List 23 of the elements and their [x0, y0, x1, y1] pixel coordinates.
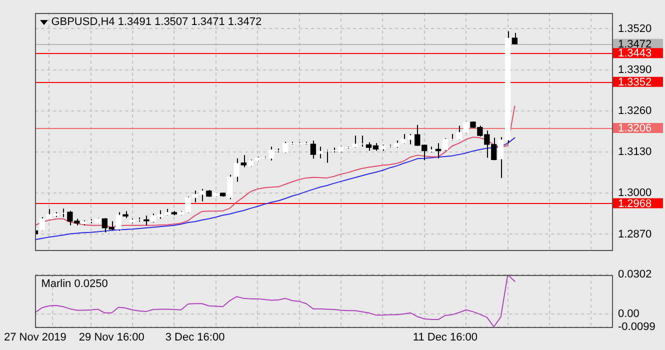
ref-line-label: 1.3472 — [618, 38, 652, 50]
y-tick-label: 1.3390 — [618, 64, 652, 76]
y-tick-label: 0.0302 — [618, 268, 652, 281]
x-tick-label: 29 Nov 16:00 — [78, 331, 144, 344]
x-tick-label: 11 Dec 16:00 — [412, 331, 478, 344]
x-tick-label: 27 Nov 2019 — [4, 331, 66, 344]
y-tick-label: 0.00 — [618, 308, 640, 320]
y-tick-label: 1.3520 — [618, 22, 652, 35]
ref-line-label: 1.3352 — [618, 76, 652, 88]
chart-title: Marlin 0.0250 — [41, 278, 108, 290]
chart-title: GBPUSD,H4 1.3491 1.3507 1.3471 1.3472 — [51, 16, 262, 28]
x-tick-label: 3 Dec 16:00 — [165, 331, 225, 344]
ref-line-label: 1.2968 — [618, 198, 652, 210]
candlestick — [240, 154, 247, 168]
y-tick-label: 1.3130 — [618, 146, 652, 158]
y-tick-label: 1.2870 — [618, 228, 652, 240]
ref-line-label: 1.3206 — [618, 122, 652, 135]
ref-line-label: 1.3443 — [618, 48, 652, 60]
y-tick-label: 1.3000 — [618, 187, 652, 200]
y-tick-label: -0.0099 — [618, 320, 656, 333]
candlestick — [144, 215, 150, 226]
y-tick-label: 1.3260 — [618, 104, 652, 117]
candlestick — [310, 140, 316, 160]
